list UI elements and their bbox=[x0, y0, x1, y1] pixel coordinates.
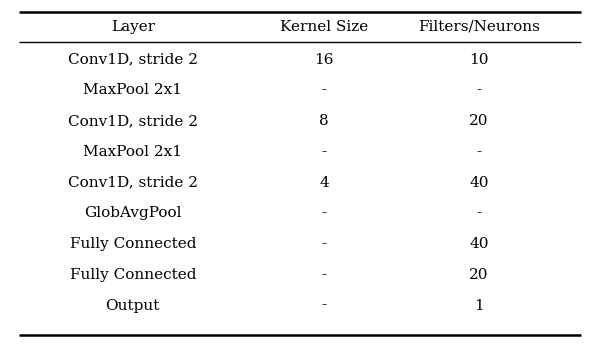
Text: MaxPool 2x1: MaxPool 2x1 bbox=[83, 83, 182, 98]
Text: -: - bbox=[322, 237, 326, 251]
Text: 20: 20 bbox=[469, 114, 489, 128]
Text: Fully Connected: Fully Connected bbox=[70, 268, 196, 282]
Text: -: - bbox=[322, 268, 326, 282]
Text: -: - bbox=[322, 299, 326, 313]
Text: 1: 1 bbox=[474, 299, 484, 313]
Text: Output: Output bbox=[106, 299, 160, 313]
Text: Conv1D, stride 2: Conv1D, stride 2 bbox=[68, 53, 198, 67]
Text: 16: 16 bbox=[314, 53, 334, 67]
Text: -: - bbox=[322, 83, 326, 98]
Text: MaxPool 2x1: MaxPool 2x1 bbox=[83, 145, 182, 159]
Text: Filters/Neurons: Filters/Neurons bbox=[418, 20, 540, 34]
Text: Conv1D, stride 2: Conv1D, stride 2 bbox=[68, 114, 198, 128]
Text: 10: 10 bbox=[469, 53, 489, 67]
Text: 40: 40 bbox=[469, 237, 489, 251]
Text: 40: 40 bbox=[469, 176, 489, 190]
Text: -: - bbox=[322, 145, 326, 159]
Text: Fully Connected: Fully Connected bbox=[70, 237, 196, 251]
Text: 20: 20 bbox=[469, 268, 489, 282]
Text: -: - bbox=[476, 83, 482, 98]
Text: Kernel Size: Kernel Size bbox=[280, 20, 368, 34]
Text: 4: 4 bbox=[319, 176, 329, 190]
Text: Layer: Layer bbox=[111, 20, 155, 34]
Text: Conv1D, stride 2: Conv1D, stride 2 bbox=[68, 176, 198, 190]
Text: -: - bbox=[322, 206, 326, 220]
Text: GlobAvgPool: GlobAvgPool bbox=[84, 206, 182, 220]
Text: -: - bbox=[476, 206, 482, 220]
Text: -: - bbox=[476, 145, 482, 159]
Text: 8: 8 bbox=[319, 114, 329, 128]
